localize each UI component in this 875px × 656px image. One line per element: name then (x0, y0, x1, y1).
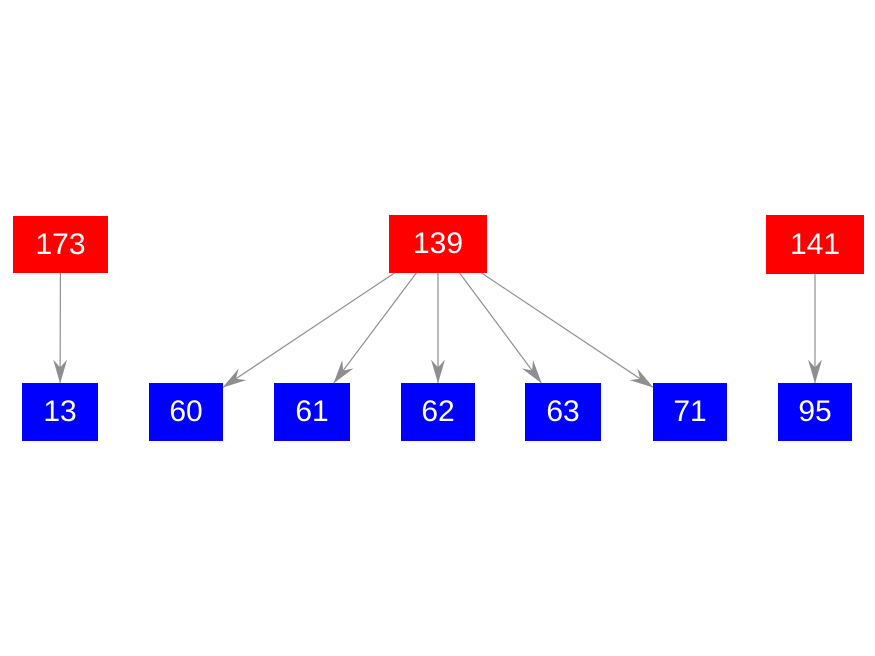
graph-node-139: 139 (389, 215, 487, 273)
graph-node-173: 173 (13, 216, 108, 273)
graph-node-13: 13 (22, 383, 98, 441)
graph-node-95: 95 (778, 383, 852, 441)
graph-node-62: 62 (401, 383, 475, 441)
graph-node-61: 61 (274, 383, 350, 441)
graph-node-63: 63 (525, 383, 601, 441)
graph-node-141: 141 (766, 215, 864, 274)
graph-node-71: 71 (653, 383, 727, 441)
graph-node-60: 60 (149, 383, 223, 441)
